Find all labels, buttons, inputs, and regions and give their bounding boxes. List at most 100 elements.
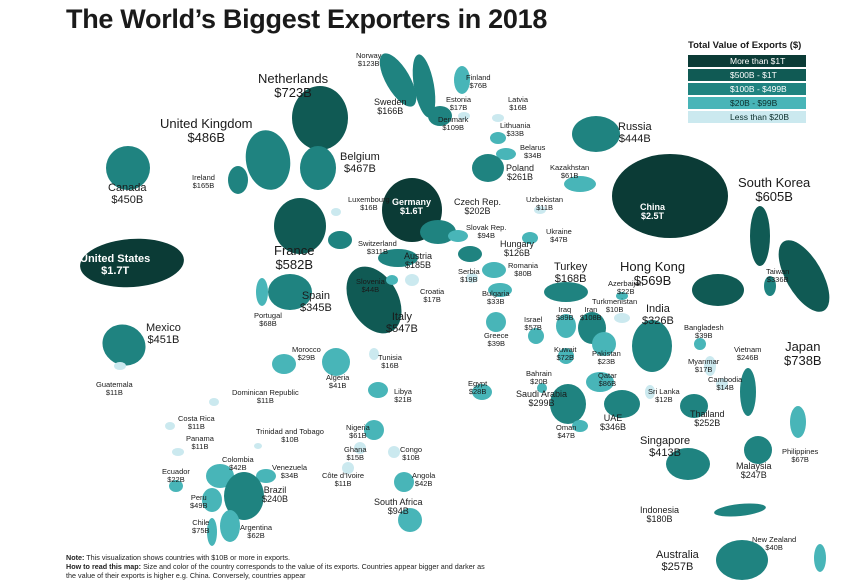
country-value: $467B xyxy=(343,162,376,175)
country-shape-tunisia xyxy=(369,348,379,360)
country-label-greece: Greece $39B xyxy=(484,332,509,348)
country-label-croatia: Croatia $17B xyxy=(420,288,444,304)
country-name: Congo xyxy=(400,445,423,454)
country-value: $16B xyxy=(509,102,527,112)
country-name: Bahrain xyxy=(526,369,552,378)
country-label-trinidad-and-tobago: Trinidad and Tobago $10B xyxy=(256,428,324,444)
country-shape-france xyxy=(274,198,326,254)
country-value: $168B xyxy=(554,272,587,285)
country-label-azerbaijan: Azerbaijan $22B xyxy=(608,280,643,296)
legend-swatch xyxy=(688,111,806,123)
legend-swatch xyxy=(688,55,806,67)
country-shape-israel xyxy=(528,328,544,344)
country-name: Japan xyxy=(785,339,821,354)
country-value: $252B xyxy=(694,418,721,429)
country-name: Cambodia xyxy=(708,375,743,384)
country-shape-co-te-d-ivoire xyxy=(342,462,354,474)
country-label-turkmenistan: Turkmenistan $10B xyxy=(592,298,637,314)
country-label-slovak-rep: Slovak Rep. $94B xyxy=(466,224,506,240)
country-name: Hungary xyxy=(500,239,535,249)
country-shape-norway xyxy=(379,53,417,107)
country-value: $89B xyxy=(556,312,574,322)
country-label-peru: Peru $49B xyxy=(190,494,208,510)
country-value: $346B xyxy=(600,422,627,433)
country-shape-united-states xyxy=(80,238,184,288)
country-label-iraq: Iraq $89B xyxy=(556,306,574,322)
country-value: $444B xyxy=(618,132,651,145)
country-shape-canada xyxy=(106,146,150,190)
country-name: Philippines xyxy=(782,447,819,456)
country-shape-luxembourg xyxy=(331,208,341,216)
country-name: Estonia xyxy=(446,95,472,104)
country-value: $72B xyxy=(556,352,575,362)
country-name: Kazakhstan xyxy=(550,163,590,172)
country-name: Turkmenistan xyxy=(592,297,638,306)
country-value: $240B xyxy=(262,494,289,505)
country-label-malaysia: Malaysia $247B xyxy=(736,461,772,481)
country-label-pakistan: Pakistan $23B xyxy=(592,350,621,366)
country-name: India xyxy=(645,303,670,315)
country-name: Ecuador xyxy=(162,467,190,476)
country-shape-chile xyxy=(207,518,217,546)
country-label-poland: Poland $261B xyxy=(506,163,534,183)
country-name: Mexico xyxy=(146,322,181,334)
country-label-india: India $326B xyxy=(642,303,674,327)
country-name: Argentina xyxy=(240,523,273,532)
legend-swatch xyxy=(688,97,806,109)
country-label-oman: Oman $47B xyxy=(556,424,576,440)
country-name: Russia xyxy=(618,121,652,133)
country-label-australia: Australia $257B xyxy=(656,549,699,573)
country-value: $41B xyxy=(328,380,347,390)
country-shape-bahrain xyxy=(537,383,547,393)
country-label-sri-lanka: Sri Lanka $12B xyxy=(648,388,680,404)
country-shape-azerbaijan xyxy=(616,292,628,300)
country-value: $21B xyxy=(394,394,412,404)
country-value: $39B xyxy=(487,338,506,348)
country-label-israel: Israel $57B xyxy=(524,316,542,332)
country-shape-japan xyxy=(778,240,830,312)
country-label-cambodia: Cambodia $14B xyxy=(708,376,742,392)
country-value: $17B xyxy=(694,364,713,374)
country-value: $47B xyxy=(557,430,575,440)
country-label-canada: Canada $450B xyxy=(108,182,147,206)
country-value: $257B xyxy=(661,560,694,573)
country-shape-sweden xyxy=(412,54,436,118)
country-shape-netherlands xyxy=(292,86,348,150)
country-value: $11B xyxy=(105,387,123,397)
country-label-south-korea: South Korea $605B xyxy=(738,176,810,203)
country-label-colombia: Colombia $42B xyxy=(222,456,254,472)
country-name: Slovenia xyxy=(356,277,385,286)
country-name: Tunisia xyxy=(378,353,402,362)
country-label-belarus: Belarus $34B xyxy=(520,144,545,160)
country-name: Switzerland xyxy=(358,239,397,248)
country-shape-ecuador xyxy=(169,480,183,492)
country-name: Dominican Republic xyxy=(232,388,299,397)
country-name: Bangladesh xyxy=(684,323,724,332)
country-value: $123B xyxy=(357,58,380,68)
country-value: $62B xyxy=(247,530,265,540)
country-shape-india xyxy=(632,320,672,372)
country-label-russia: Russia $444B xyxy=(618,121,652,145)
country-name: Libya xyxy=(394,387,412,396)
country-label-united-states: United States $1.7T xyxy=(80,253,150,277)
country-shape-portugal xyxy=(256,278,268,306)
country-label-czech-rep: Czech Rep. $202B xyxy=(454,197,501,217)
country-shape-south-korea xyxy=(750,206,770,266)
country-name: Hong Kong xyxy=(620,259,686,274)
country-value: $451B xyxy=(147,333,180,346)
country-label-kuwait: Kuwait $72B xyxy=(554,346,577,362)
country-value: $450B xyxy=(111,193,144,206)
country-shape-singapore xyxy=(666,448,710,480)
country-shape-pakistan xyxy=(592,332,616,356)
country-value: $22B xyxy=(167,474,185,484)
country-value: $109B xyxy=(442,122,465,132)
country-label-angola: Angola $42B xyxy=(412,472,435,488)
legend-item: More than $1T xyxy=(688,55,858,68)
country-shape-egypt xyxy=(472,384,492,400)
note-text: This visualization shows countries with … xyxy=(86,553,290,562)
country-shape-cambodia xyxy=(716,378,728,390)
country-label-costa-rica: Costa Rica $11B xyxy=(178,415,215,431)
country-shape-trinidad-and-tobago xyxy=(254,443,262,449)
country-name: Panama xyxy=(186,434,214,443)
